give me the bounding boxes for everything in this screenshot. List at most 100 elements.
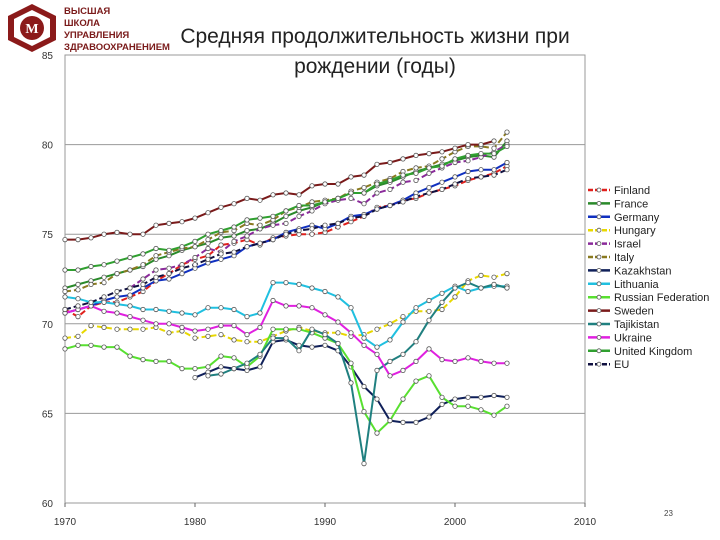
data-point bbox=[257, 197, 263, 203]
data-point bbox=[452, 145, 458, 151]
series-line bbox=[64, 272, 508, 343]
chart-title-line-2: рождении (годы) bbox=[294, 55, 456, 78]
data-point bbox=[439, 306, 445, 313]
data-point bbox=[231, 355, 237, 361]
legend-marker bbox=[596, 348, 602, 354]
data-point bbox=[504, 394, 510, 400]
x-tick-label: 1980 bbox=[184, 517, 207, 528]
series-lines bbox=[62, 129, 510, 467]
data-point bbox=[491, 167, 497, 173]
data-point bbox=[257, 351, 263, 357]
legend-entry: Kazakhstan bbox=[588, 265, 671, 277]
logo: M ВЫСШАЯ ШКОЛА УПРАВЛЕНИЯ ЗДРАВООХРАНЕНИ… bbox=[4, 2, 170, 54]
data-point bbox=[192, 244, 198, 250]
data-point bbox=[439, 149, 445, 155]
data-point bbox=[140, 262, 146, 268]
legend-label: Russian Federation bbox=[614, 292, 709, 304]
data-point bbox=[439, 163, 445, 169]
data-point bbox=[491, 360, 497, 366]
data-point bbox=[270, 192, 276, 198]
legend-marker bbox=[596, 227, 602, 233]
data-point bbox=[179, 310, 185, 316]
data-point bbox=[361, 201, 367, 207]
legend-marker bbox=[596, 254, 602, 260]
data-point bbox=[101, 299, 107, 305]
data-point bbox=[283, 208, 289, 214]
data-point bbox=[322, 342, 328, 348]
data-point bbox=[309, 231, 315, 237]
legend-entry: France bbox=[588, 198, 648, 210]
data-point bbox=[296, 326, 302, 332]
data-point bbox=[88, 299, 94, 305]
legend-entry: Germany bbox=[588, 212, 660, 224]
data-point bbox=[374, 396, 380, 402]
legend-label: Italy bbox=[614, 252, 635, 264]
data-point bbox=[218, 331, 224, 338]
logo-line: ШКОЛА bbox=[64, 18, 101, 29]
data-point bbox=[491, 172, 497, 178]
data-point bbox=[491, 392, 497, 399]
data-point bbox=[465, 355, 471, 361]
data-point bbox=[465, 403, 471, 409]
data-point bbox=[257, 222, 263, 228]
data-point bbox=[478, 174, 484, 180]
data-point bbox=[127, 267, 133, 273]
legend-label: Sweden bbox=[614, 306, 654, 318]
legend-marker bbox=[596, 361, 602, 367]
data-point bbox=[127, 313, 133, 320]
data-point bbox=[387, 177, 393, 183]
data-point bbox=[400, 367, 406, 373]
data-point bbox=[348, 190, 354, 196]
data-point bbox=[153, 321, 159, 327]
data-point bbox=[439, 394, 445, 400]
data-point bbox=[374, 161, 380, 167]
data-point bbox=[192, 365, 198, 372]
data-point bbox=[179, 265, 185, 271]
legend-label: Hungary bbox=[614, 225, 656, 237]
data-point bbox=[374, 351, 380, 357]
data-point bbox=[75, 267, 81, 273]
data-point bbox=[361, 172, 367, 178]
data-point bbox=[205, 326, 211, 332]
data-point bbox=[244, 217, 250, 223]
data-point bbox=[465, 394, 471, 400]
data-point bbox=[166, 276, 172, 282]
data-point bbox=[439, 179, 445, 185]
data-point bbox=[374, 206, 380, 212]
legend-label: Israel bbox=[614, 239, 641, 251]
data-point bbox=[348, 195, 354, 201]
data-point bbox=[361, 460, 367, 467]
data-point bbox=[413, 419, 419, 425]
data-point bbox=[504, 159, 510, 166]
chart-title: Средняя продолжительность жизни при рожд… bbox=[140, 22, 610, 82]
data-point bbox=[114, 301, 120, 307]
data-point bbox=[192, 312, 198, 318]
data-point bbox=[491, 145, 497, 151]
legend-label: France bbox=[614, 198, 648, 210]
data-point bbox=[75, 287, 81, 293]
data-point bbox=[283, 326, 289, 332]
data-point bbox=[361, 383, 367, 390]
data-point bbox=[491, 281, 497, 287]
data-point bbox=[205, 373, 211, 379]
data-point bbox=[218, 322, 224, 329]
data-point bbox=[348, 305, 354, 311]
legend-marker bbox=[596, 187, 602, 193]
data-point bbox=[62, 267, 68, 273]
data-point bbox=[166, 265, 172, 271]
data-point bbox=[335, 294, 341, 300]
data-point bbox=[166, 321, 172, 327]
legend-entry: EU bbox=[588, 359, 629, 371]
data-point bbox=[504, 167, 510, 173]
data-point bbox=[413, 339, 419, 345]
data-point bbox=[387, 417, 393, 424]
data-point bbox=[439, 186, 445, 192]
data-point bbox=[244, 331, 250, 338]
y-tick-label: 85 bbox=[42, 51, 54, 62]
data-point bbox=[283, 220, 289, 226]
series-line bbox=[64, 328, 508, 435]
data-point bbox=[166, 247, 172, 253]
data-point bbox=[62, 346, 68, 352]
data-point bbox=[244, 244, 250, 250]
data-point bbox=[270, 335, 276, 341]
